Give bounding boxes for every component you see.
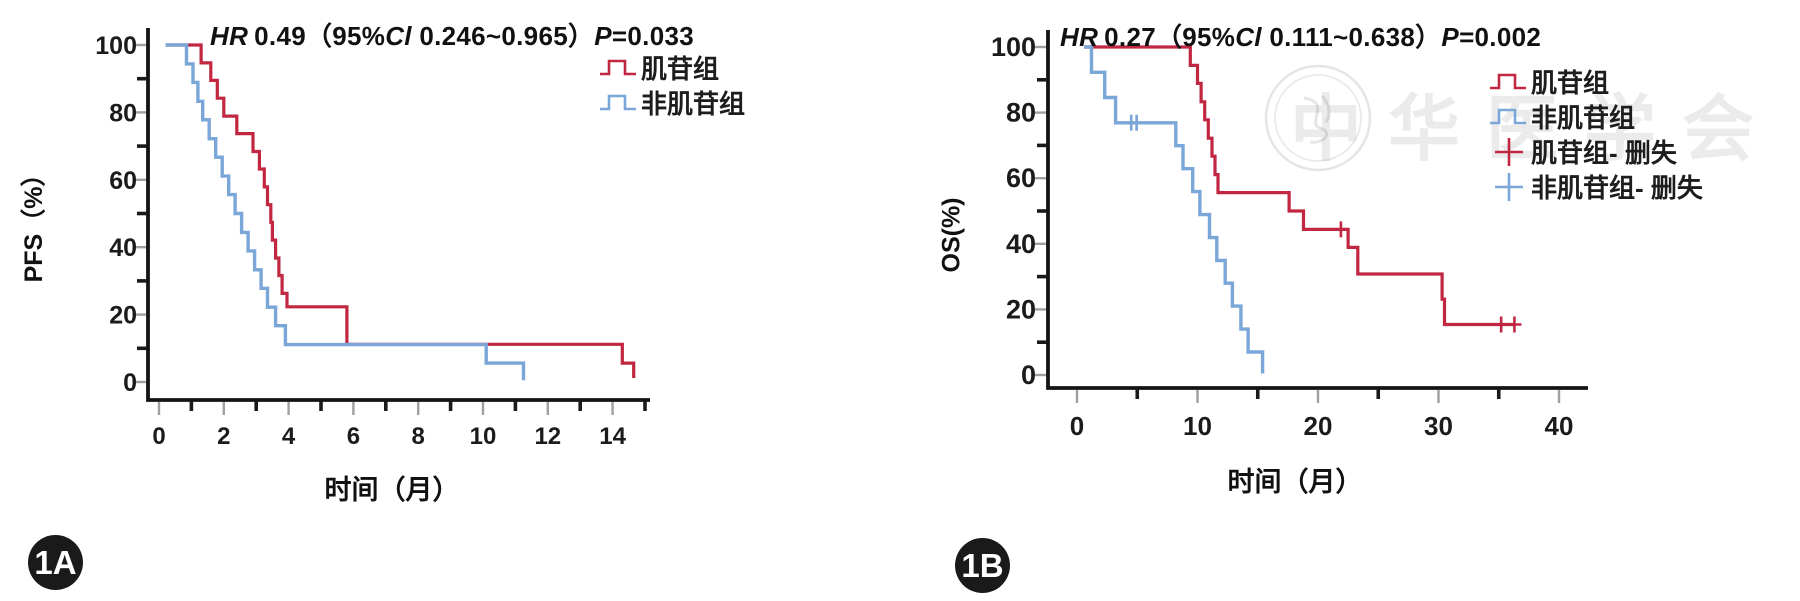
legend-b: 肌苷组 非肌苷组 肌苷组- 删失 非肌苷组- 删失	[1487, 64, 1703, 204]
x-tick-label: 12	[534, 423, 561, 450]
legend-b-label-1: 肌苷组	[1531, 68, 1610, 98]
legend-b-row-feijiganzu: 非肌苷组	[1487, 99, 1703, 134]
figure-label-1a: 1A	[28, 535, 83, 590]
step-line-icon	[597, 54, 641, 82]
censor-mark-red	[1507, 316, 1522, 333]
censor-mark-red	[1494, 316, 1509, 333]
x-tick-label: 0	[1070, 411, 1084, 441]
legend-a-row-feijiganzu: 非肌苷组	[597, 85, 745, 120]
p-value-b: =0.002	[1459, 22, 1542, 52]
ci-italic-b: Cl	[1235, 22, 1262, 52]
step-line-icon	[597, 89, 641, 117]
x-tick-label: 10	[1183, 411, 1212, 441]
x-tick-label: 20	[1304, 411, 1333, 441]
hr-value-b: 0.27	[1104, 22, 1156, 52]
x-tick-label: 40	[1545, 411, 1574, 441]
y-tick-label: 100	[991, 32, 1036, 62]
x-tick-label: 6	[347, 423, 360, 450]
y-tick-label: 40	[109, 234, 137, 262]
x-tick-label: 2	[217, 423, 230, 450]
hr-value-a: 0.49	[254, 21, 306, 51]
x-tick-label: 10	[470, 423, 497, 450]
legend-b-row-feijiganzu-censored: 非肌苷组- 删失	[1487, 169, 1703, 204]
x-tick-label: 14	[599, 423, 626, 450]
legend-b-label-3: 肌苷组- 删失	[1531, 138, 1677, 168]
p-label-b: P	[1441, 22, 1460, 52]
axes-1A	[146, 28, 650, 402]
step-line-icon	[1487, 103, 1531, 131]
ylabel-os: OS(%)	[937, 197, 966, 273]
legend-b-label-2: 非肌苷组	[1531, 103, 1636, 133]
censor-plus-icon	[1487, 136, 1531, 168]
x-tick-label: 8	[412, 423, 425, 450]
y-tick-label: 100	[95, 32, 137, 60]
legend-b-row-jiganzu-censored: 肌苷组- 删失	[1487, 134, 1703, 169]
panel-b-stats: HR 0.27（95%Cl 0.111~0.638）P=0.002	[1060, 17, 1541, 54]
y-tick-label: 80	[109, 99, 137, 127]
legend-b-row-jiganzu: 肌苷组	[1487, 64, 1703, 99]
panel-a-stats: HR 0.49（95%Cl 0.246~0.965）P=0.033	[210, 16, 694, 53]
km-curve-red-1B	[1084, 45, 1516, 327]
ci-rest-b: 0.111~0.638）	[1261, 22, 1442, 52]
censor-mark-blue	[1129, 114, 1144, 131]
y-tick-label: 0	[1021, 360, 1036, 390]
y-tick-label: 60	[1006, 163, 1036, 193]
y-tick-label: 20	[109, 302, 137, 330]
xlabel-time-b: 时间（月）	[1227, 467, 1363, 497]
y-tick-label: 0	[123, 369, 137, 397]
watermark-text: 中华医学会	[1290, 90, 1781, 170]
legend-b-label-4: 非肌苷组- 删失	[1531, 173, 1703, 203]
watermark-seal-icon	[1264, 64, 1372, 172]
panel-1B: 0 10 20 30 40 0 20 40 60 80 100	[991, 30, 1588, 441]
x-tick-label: 0	[152, 423, 165, 450]
legend-a-row-jiganzu: 肌苷组	[597, 50, 745, 85]
ylabel-pfs: PFS（%）	[20, 161, 48, 283]
ci-italic-a: Cl	[385, 21, 412, 51]
legend-a-label-1: 肌苷组	[641, 54, 720, 84]
step-line-icon	[1487, 68, 1531, 96]
censor-plus-icon	[1487, 171, 1531, 203]
ci-open-a: （95%	[305, 21, 386, 51]
ci-open-b: （95%	[1155, 22, 1236, 52]
hr-label-b: HR	[1060, 22, 1099, 52]
x-tick-label: 4	[282, 423, 296, 450]
legend-a: 肌苷组 非肌苷组	[597, 50, 745, 120]
y-tick-label: 60	[109, 167, 137, 195]
y-tick-label: 40	[1006, 229, 1036, 259]
xlabel-time-a: 时间（月）	[324, 475, 460, 505]
km-curve-red-1A	[165, 43, 636, 378]
p-value-a: =0.033	[611, 21, 694, 51]
km-curve-blue-1A	[165, 43, 526, 381]
hr-label-a: HR	[210, 21, 249, 51]
panel-1A: 0 2 4 6 8 10 12 14 0 20 40 60 80 100	[95, 28, 650, 450]
axes-1B	[1046, 30, 1588, 390]
km-curve-blue-1B	[1084, 45, 1265, 374]
y-tick-label: 20	[1006, 294, 1036, 324]
y-tick-label: 80	[1006, 98, 1036, 128]
p-label-a: P	[594, 21, 612, 51]
ci-rest-a: 0.246~0.965）	[411, 21, 595, 51]
censor-mark-red	[1333, 221, 1348, 238]
figure-label-1b: 1B	[955, 538, 1010, 593]
legend-a-label-2: 非肌苷组	[641, 89, 746, 119]
x-tick-label: 30	[1424, 411, 1453, 441]
